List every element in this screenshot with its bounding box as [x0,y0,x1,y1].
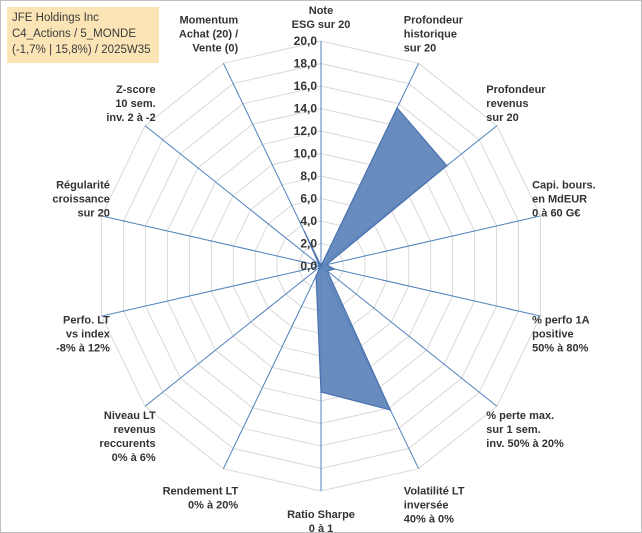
axis-label-line: Capi. bours. [532,179,596,191]
axis-label: Rendement LT 0% à 20% [163,486,239,512]
axis-label: Profondeur historique sur 20 [404,15,464,55]
axis-label-line: Vente (0) [192,43,238,55]
axis-label: Ratio Sharpe 0 à 1 [287,509,355,532]
axis-spoke [101,265,322,317]
axis-label-line: Note [309,5,333,17]
axis-label: Note ESG sur 20 [292,5,351,31]
axis-label-line: inv. 2 à -2 [106,112,155,124]
data-point [320,391,322,393]
axis-label-line: 0% à 6% [112,452,156,464]
data-point [318,263,321,266]
axis-spoke [222,265,322,469]
axis-label-line: en MdEUR [532,193,587,205]
tick-label: 2,0 [300,237,317,251]
axis-label-line: 10 sem. [115,98,155,110]
axis-label-line: sur 20 [404,43,436,55]
data-point [326,270,329,272]
tick-label: 8,0 [300,169,317,183]
axis-label-line: 0% à 20% [188,500,238,512]
axis-label-line: % perte max. [486,410,554,422]
axis-label-line: croissance [52,193,109,205]
axis-label: Régularité croissance sur 20 [52,179,109,219]
header-company: JFE Holdings Inc [12,12,99,24]
axis-label-line: sur 1 sem. [486,424,540,436]
axis-spoke [144,125,322,267]
axis-spoke [101,215,322,267]
axis-label-line: 40% à 0% [404,514,454,526]
data-point [315,275,317,277]
tick-label: 14,0 [294,102,318,116]
data-point [333,268,336,270]
tick-label: 6,0 [300,192,317,206]
axis-label-line: -8% à 12% [56,343,110,355]
axis-label-line: 0 à 1 [309,523,333,532]
axis-label-line: Achat (20) / [179,29,238,41]
chart-header: JFE Holdings Inc C4_Actions / 5_MONDE (-… [7,7,159,63]
tick-label: 16,0 [294,79,318,93]
axis-label-line: reccurents [99,438,155,450]
axis-spoke [320,265,498,407]
header-category: C4_Actions / 5_MONDE [12,28,136,40]
axis-label-line: Volatilité LT [404,486,465,498]
tick-label: 10,0 [294,147,318,161]
data-point [396,107,398,109]
axis-label-line: historique [404,29,457,41]
data-point [446,164,448,167]
axis-label-line: Régularité [56,179,110,191]
axis-label: % perte max. sur 1 sem. inv. 50% à 20% [486,410,564,450]
axis-label-line: ESG sur 20 [292,19,351,31]
tick-label: 4,0 [300,214,317,228]
axis-label-line: inversée [404,500,449,512]
axis-label: Profondeur revenus sur 20 [486,84,546,124]
axis-label-line: 50% à 80% [532,343,588,355]
axis-spoke [144,265,322,407]
axis-label-line: inv. 50% à 20% [486,438,564,450]
axis-label-line: revenus [486,98,528,110]
axis-label-line: Ratio Sharpe [287,509,355,521]
tick-label: 18,0 [294,57,318,71]
data-point [389,409,392,411]
tick-label: 12,0 [294,124,318,138]
axis-label-line: Z-score [116,84,156,96]
axis-label-line: Profondeur [486,84,546,96]
axis-label-line: vs index [66,329,111,341]
axis-label: % perfo 1A positive 50% à 80% [532,315,590,355]
axis-label-line: Profondeur [404,15,464,27]
axis-label: Momentum Achat (20) / Vente (0) [179,15,239,55]
tick-label: 20,0 [294,34,318,48]
axis-label-line: Perfo. LT [63,315,110,327]
data-series-area [303,106,448,411]
tick-label: 0,0 [300,259,317,273]
axis-label-line: revenus [113,424,155,436]
axis-label: Z-score 10 sem. inv. 2 à -2 [106,84,155,124]
header-performance: (-1,7% | 15,8%) / 2025W35 [12,44,151,56]
axis-label-line: positive [532,329,574,341]
axis-label: Capi. bours. en MdEUR 0 à 60 G€ [532,179,596,219]
axis-spoke [320,215,541,267]
axis-label-line: sur 20 [486,112,518,124]
axis-label-line: sur 20 [77,207,109,219]
axis-label-line: Rendement LT [163,486,239,498]
axis-label-line: Niveau LT [104,410,156,422]
data-point [303,230,306,233]
axis-spoke [320,265,541,317]
axis-label-line: Momentum [180,15,239,27]
data-point [325,263,328,266]
axis-label: Niveau LT revenus reccurents 0% à 6% [99,410,156,464]
axis-label: Volatilité LT inversée 40% à 0% [404,486,465,526]
axis-label-line: % perfo 1A [532,315,590,327]
axis-label: Perfo. LT vs index -8% à 12% [56,315,111,355]
axis-label-line: 0 à 60 G€ [532,207,580,219]
